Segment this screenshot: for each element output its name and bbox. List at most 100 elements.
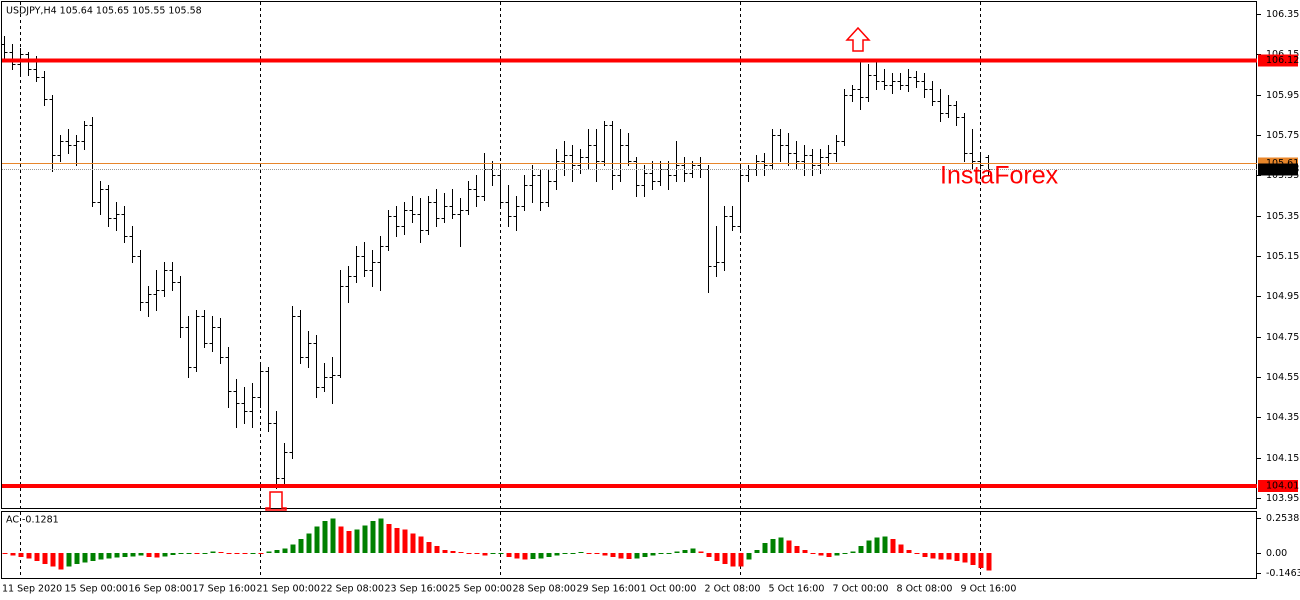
ac-bar <box>754 550 760 553</box>
ac-bar <box>906 550 912 553</box>
ac-bar <box>786 540 792 553</box>
ac-bar <box>130 552 136 557</box>
ac-bar <box>802 550 808 553</box>
ac-bar <box>986 552 992 571</box>
low-marker <box>265 491 287 511</box>
ac-bar <box>346 530 352 553</box>
ac-bar <box>562 552 568 555</box>
ac-bar <box>698 551 704 553</box>
ac-bar <box>362 525 368 553</box>
x-tick-label: 2 Oct 08:00 <box>705 584 761 595</box>
ac-bar <box>490 552 496 555</box>
ac-bar <box>770 539 776 553</box>
chart-title: USDJPY,H4 105.64 105.65 105.55 105.58 <box>6 6 202 17</box>
ac-bar <box>818 552 824 556</box>
indicator-pane <box>1 511 1257 579</box>
x-tick-label: 8 Oct 08:00 <box>897 584 953 595</box>
x-tick-label: 15 Sep 00:00 <box>65 584 128 595</box>
ac-bar <box>858 545 864 553</box>
ac-bar <box>162 552 168 557</box>
ac-bar <box>50 552 56 567</box>
ac-bar <box>850 551 856 553</box>
y-tick-label: 104.35 <box>1266 412 1299 423</box>
ac-bar <box>186 552 192 554</box>
ac-bar <box>154 552 160 558</box>
ac-bar <box>418 536 424 553</box>
level-label: 106.12 <box>1266 55 1299 66</box>
ac-bar <box>586 552 592 554</box>
ac-bar <box>642 552 648 557</box>
ac-bar <box>282 548 288 553</box>
ac-bar <box>218 552 224 554</box>
x-tick-label: 23 Sep 16:00 <box>385 584 448 595</box>
x-tick-label: 9 Oct 16:00 <box>961 584 1017 595</box>
ac-bar <box>882 536 888 553</box>
ac-bar <box>842 552 848 555</box>
ac-bar <box>242 552 248 555</box>
y-tick-label: 106.35 <box>1266 9 1299 20</box>
ac-bar <box>234 552 240 555</box>
y-tick-label: 0.00 <box>1266 548 1287 559</box>
ac-bar <box>442 550 448 553</box>
ac-bar <box>746 552 752 560</box>
ac-bar <box>714 552 720 562</box>
ac-bar <box>26 552 32 559</box>
ac-bar <box>338 526 344 553</box>
ac-bar <box>826 552 832 557</box>
ac-bar <box>578 552 584 554</box>
ac-bar <box>722 552 728 564</box>
ac-bar <box>202 552 208 554</box>
up-arrow <box>845 26 871 52</box>
ac-bar <box>546 552 552 557</box>
y-tick-label: -0.1463 <box>1266 568 1300 579</box>
ac-bar <box>914 552 920 555</box>
ac-bar <box>106 552 112 559</box>
level-label-box <box>1258 479 1298 492</box>
ac-bar <box>314 526 320 553</box>
x-tick-label: 17 Sep 16:00 <box>193 584 256 595</box>
ac-bar <box>890 539 896 553</box>
x-tick-label: 16 Sep 08:00 <box>129 584 192 595</box>
x-tick-label: 22 Sep 08:00 <box>321 584 384 595</box>
ac-bar <box>178 552 184 555</box>
ac-bar <box>730 552 736 567</box>
indicator-title: AC -0.1281 <box>6 515 59 526</box>
level-label-box <box>1258 54 1298 67</box>
ac-bar <box>618 552 624 559</box>
ac-bar <box>258 552 264 555</box>
ac-bar <box>682 550 688 553</box>
ac-bar <box>10 552 16 556</box>
ac-bar <box>378 518 384 553</box>
ac-bar <box>410 533 416 553</box>
y-tick-label: 105.15 <box>1266 251 1299 262</box>
ac-bar <box>498 552 504 554</box>
ac-bar <box>394 528 400 553</box>
ac-bar <box>250 552 256 554</box>
ac-bar <box>962 552 968 563</box>
ac-bar <box>474 552 480 555</box>
ac-bar <box>170 552 176 555</box>
ac-bar <box>706 552 712 557</box>
x-tick-label: 25 Sep 00:00 <box>449 584 512 595</box>
bid-label-box <box>1258 163 1298 176</box>
ac-bar <box>194 552 200 555</box>
ac-bar <box>810 552 816 554</box>
ac-bar <box>522 552 528 560</box>
y-tick-label: 104.95 <box>1266 291 1299 302</box>
x-tick-label: 21 Sep 00:00 <box>257 584 320 595</box>
ac-bar <box>66 552 72 567</box>
ac-bar <box>18 552 24 557</box>
ac-bar <box>114 552 120 558</box>
x-tick-label: 11 Sep 2020 <box>2 584 62 595</box>
y-tick-label: 105.35 <box>1266 211 1299 222</box>
ac-bar <box>146 552 152 557</box>
ac-bar <box>466 552 472 554</box>
ac-bar <box>554 552 560 556</box>
ac-bar <box>138 552 144 556</box>
ac-bar <box>122 552 128 557</box>
ac-bar <box>978 552 984 568</box>
ac-bar <box>658 552 664 555</box>
ac-bar <box>226 552 232 555</box>
